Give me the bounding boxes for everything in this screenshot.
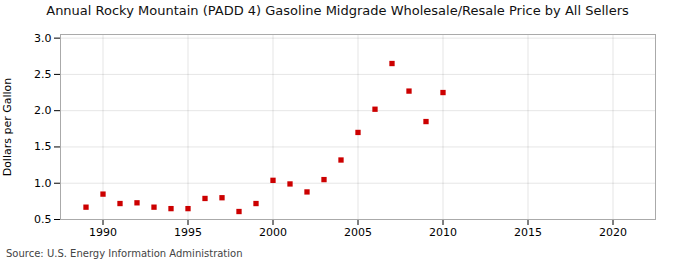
svg-text:1.0: 1.0 [34, 177, 52, 190]
svg-text:2005: 2005 [344, 226, 372, 239]
svg-text:2015: 2015 [514, 226, 542, 239]
svg-text:Dollars per Gallon: Dollars per Gallon [1, 78, 14, 177]
svg-text:3.0: 3.0 [34, 32, 52, 45]
svg-text:2.0: 2.0 [34, 104, 52, 117]
svg-text:1990: 1990 [89, 226, 117, 239]
svg-text:2010: 2010 [429, 226, 457, 239]
svg-text:1995: 1995 [174, 226, 202, 239]
svg-text:2020: 2020 [599, 226, 627, 239]
svg-text:0.5: 0.5 [34, 213, 52, 226]
svg-text:2.5: 2.5 [34, 68, 52, 81]
html-text:Source: U.S. Energy Informatio: Source: U.S. Energy Information Administ… [6, 248, 243, 259]
svg-text:2000: 2000 [259, 226, 287, 239]
svg-text:1.5: 1.5 [34, 140, 52, 153]
html-text:Annual Rocky Mountain (PADD 4): Annual Rocky Mountain (PADD 4) Gasoline … [46, 3, 629, 18]
